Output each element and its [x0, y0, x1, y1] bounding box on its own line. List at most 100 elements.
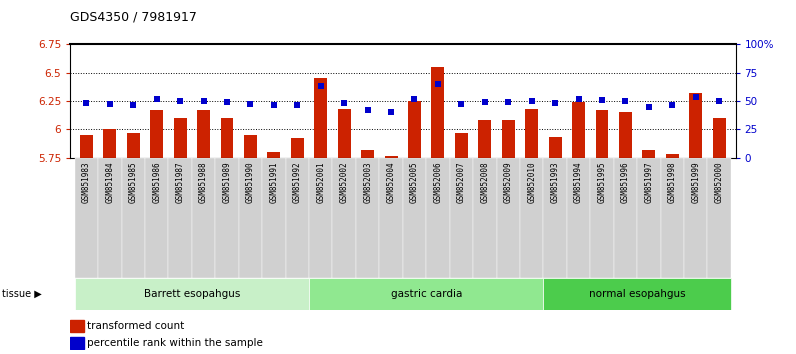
- Text: GSM851993: GSM851993: [551, 161, 560, 203]
- Text: GSM852002: GSM852002: [340, 161, 349, 203]
- Point: [244, 102, 257, 107]
- Bar: [220, 118, 233, 158]
- Bar: [665, 154, 679, 158]
- Bar: [80, 135, 93, 158]
- Point: [619, 98, 632, 104]
- Text: GSM852004: GSM852004: [387, 161, 396, 203]
- Point: [455, 102, 468, 107]
- Bar: [103, 129, 116, 158]
- Point: [689, 95, 702, 100]
- Bar: [684, 158, 708, 278]
- Text: GSM852010: GSM852010: [527, 161, 537, 203]
- Point: [572, 96, 585, 102]
- Text: Barrett esopahgus: Barrett esopahgus: [144, 289, 240, 299]
- Bar: [595, 110, 608, 158]
- Point: [174, 98, 186, 104]
- Bar: [426, 158, 450, 278]
- Text: GSM852000: GSM852000: [715, 161, 724, 203]
- Bar: [455, 133, 468, 158]
- Bar: [70, 337, 84, 349]
- Bar: [150, 110, 163, 158]
- Bar: [267, 152, 280, 158]
- Point: [80, 100, 93, 106]
- Bar: [661, 158, 684, 278]
- Bar: [642, 150, 655, 158]
- Text: GSM852001: GSM852001: [316, 161, 326, 203]
- Text: GSM852006: GSM852006: [434, 161, 443, 203]
- Bar: [98, 158, 122, 278]
- Bar: [75, 158, 98, 278]
- Bar: [712, 118, 725, 158]
- Text: GDS4350 / 7981917: GDS4350 / 7981917: [70, 11, 197, 24]
- Bar: [286, 158, 309, 278]
- Bar: [689, 93, 702, 158]
- Text: GSM852003: GSM852003: [363, 161, 372, 203]
- Text: GSM851994: GSM851994: [574, 161, 583, 203]
- Text: GSM851988: GSM851988: [199, 161, 208, 203]
- Bar: [473, 158, 497, 278]
- Point: [338, 100, 350, 106]
- Bar: [309, 278, 544, 310]
- Bar: [75, 278, 309, 310]
- Text: gastric cardia: gastric cardia: [391, 289, 462, 299]
- Text: GSM852005: GSM852005: [410, 161, 419, 203]
- Bar: [431, 67, 444, 158]
- Bar: [244, 135, 257, 158]
- Text: normal esopahgus: normal esopahgus: [589, 289, 685, 299]
- Bar: [338, 109, 351, 158]
- Bar: [291, 138, 304, 158]
- Point: [548, 100, 561, 106]
- Text: GSM851990: GSM851990: [246, 161, 255, 203]
- Bar: [169, 158, 192, 278]
- Bar: [216, 158, 239, 278]
- Point: [384, 109, 397, 115]
- Point: [431, 81, 444, 87]
- Bar: [174, 118, 186, 158]
- Bar: [408, 101, 421, 158]
- Text: transformed count: transformed count: [87, 321, 184, 331]
- Text: percentile rank within the sample: percentile rank within the sample: [87, 338, 263, 348]
- Text: GSM851985: GSM851985: [129, 161, 138, 203]
- Bar: [614, 158, 637, 278]
- Text: GSM851984: GSM851984: [105, 161, 115, 203]
- Text: GSM851991: GSM851991: [269, 161, 279, 203]
- Point: [314, 83, 327, 89]
- Bar: [548, 137, 561, 158]
- Bar: [309, 158, 333, 278]
- Point: [595, 97, 608, 103]
- Bar: [314, 78, 327, 158]
- Point: [220, 99, 233, 105]
- Bar: [70, 320, 84, 332]
- Text: GSM852008: GSM852008: [480, 161, 490, 203]
- Text: GSM851992: GSM851992: [293, 161, 302, 203]
- Text: tissue ▶: tissue ▶: [2, 289, 41, 299]
- Text: GSM851997: GSM851997: [644, 161, 654, 203]
- Point: [642, 104, 655, 109]
- Text: GSM851995: GSM851995: [598, 161, 607, 203]
- Bar: [544, 158, 567, 278]
- Text: GSM852009: GSM852009: [504, 161, 513, 203]
- Point: [103, 102, 116, 107]
- Bar: [122, 158, 145, 278]
- Point: [127, 103, 139, 108]
- Bar: [145, 158, 169, 278]
- Bar: [708, 158, 731, 278]
- Point: [197, 98, 210, 104]
- Point: [712, 98, 725, 104]
- Bar: [192, 158, 216, 278]
- Bar: [590, 158, 614, 278]
- Point: [525, 98, 538, 104]
- Bar: [262, 158, 286, 278]
- Bar: [356, 158, 380, 278]
- Bar: [239, 158, 262, 278]
- Point: [150, 96, 163, 102]
- Point: [361, 107, 374, 113]
- Bar: [333, 158, 356, 278]
- Point: [666, 103, 679, 108]
- Bar: [380, 158, 403, 278]
- Text: GSM851999: GSM851999: [691, 161, 700, 203]
- Bar: [619, 112, 632, 158]
- Point: [291, 103, 304, 108]
- Text: GSM851983: GSM851983: [82, 161, 91, 203]
- Bar: [544, 278, 731, 310]
